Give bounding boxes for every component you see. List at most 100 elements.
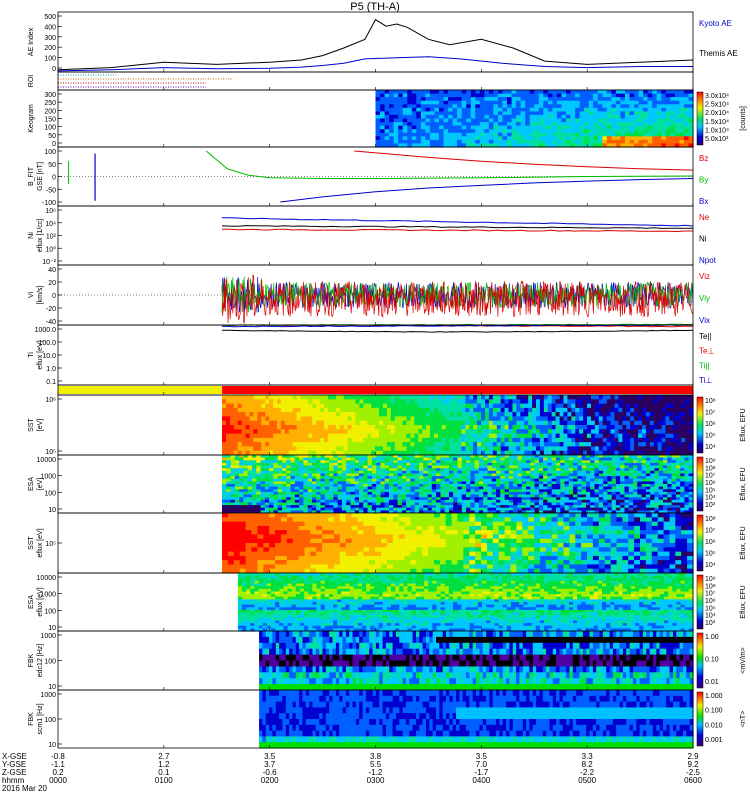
- esa1-cell: [410, 455, 416, 459]
- sst1-cell: [677, 407, 682, 413]
- sst1-cell: [614, 450, 619, 456]
- sst1-cell: [367, 395, 372, 400]
- keogram-cell: [461, 139, 467, 145]
- esa1-cell: [508, 491, 514, 496]
- sst1-cell: [653, 433, 659, 439]
- sst1-cell: [543, 399, 549, 405]
- sst1-cell: [430, 429, 435, 435]
- sst1-cell: [229, 420, 235, 426]
- sst1-cell: [539, 442, 545, 447]
- keogram-ytick-label: 150: [44, 117, 56, 124]
- esa1-cell: [466, 457, 471, 461]
- sst1-cell: [312, 429, 317, 435]
- sst1-cell: [543, 446, 549, 452]
- esa1-cell: [346, 486, 352, 490]
- sst1-cell: [249, 450, 254, 456]
- keogram-cell: [611, 122, 617, 127]
- esa1-cell: [389, 486, 394, 490]
- esa1-cell: [389, 470, 394, 474]
- esa1-cell: [457, 457, 463, 461]
- sst1-cell: [386, 416, 392, 422]
- esa1-cell: [282, 489, 287, 493]
- sst1-cell: [606, 395, 612, 400]
- esa1-cell: [312, 510, 317, 514]
- sst1-cell: [359, 442, 364, 447]
- keogram-cell: [479, 118, 485, 123]
- esa1-cell: [316, 468, 322, 472]
- keogram-cell: [475, 104, 481, 109]
- esa1-cell: [543, 502, 548, 506]
- keogram-cell: [484, 132, 490, 137]
- sst1-cell: [677, 437, 682, 443]
- esa1-cell: [264, 494, 270, 498]
- sst1-cell: [441, 437, 447, 443]
- sst1-cell: [661, 403, 667, 409]
- esa1-cell: [230, 473, 236, 477]
- sst1-cell: [481, 446, 486, 452]
- keogram-cell: [411, 111, 417, 116]
- sst1-cell: [280, 450, 286, 456]
- keogram-cell: [552, 139, 558, 145]
- keogram-cell: [679, 132, 685, 137]
- keogram-cell: [679, 107, 685, 112]
- sst1-cell: [351, 442, 357, 447]
- esa1-cell: [234, 489, 240, 493]
- esa1-cell: [376, 468, 382, 472]
- esa1-cell: [478, 457, 484, 461]
- esa1-cell: [260, 457, 266, 461]
- keogram-cell: [597, 93, 603, 98]
- sst1-cell: [591, 407, 596, 413]
- keogram-cell: [674, 118, 680, 123]
- sst1-cell: [551, 395, 557, 400]
- sst1-cell: [398, 403, 404, 409]
- esa1-cell: [564, 499, 570, 503]
- keogram-cell: [561, 100, 567, 105]
- keogram-cell: [602, 114, 608, 120]
- sst1-cell: [284, 446, 290, 452]
- keogram-cell: [398, 107, 404, 112]
- keogram-cell: [389, 132, 395, 137]
- esa1-cell: [530, 481, 536, 485]
- esa1-cell: [436, 473, 441, 477]
- esa1-cell: [329, 484, 334, 488]
- sst1-cell: [300, 442, 305, 447]
- sst1-cell: [324, 420, 329, 426]
- vi-ytick-label: 40: [48, 267, 56, 274]
- keogram-cell: [629, 125, 635, 130]
- esa1-cell: [603, 502, 608, 506]
- sst1-cell: [277, 395, 282, 400]
- esa1-cell: [367, 457, 373, 461]
- sst1-cell: [622, 446, 627, 452]
- keogram-cell: [402, 114, 408, 120]
- keogram-cell: [389, 129, 395, 134]
- keogram-cell: [543, 93, 549, 98]
- sst1-cell: [437, 420, 443, 426]
- keogram-cell: [389, 111, 395, 116]
- esa1-cell: [269, 499, 274, 503]
- esa1-cell: [397, 502, 403, 506]
- sst1-cell: [363, 429, 368, 435]
- esa1-cell: [444, 494, 450, 498]
- esa1-cell: [329, 468, 334, 472]
- sst1-cell: [359, 433, 364, 439]
- keogram-cell: [570, 143, 576, 148]
- esa1-cell: [526, 505, 531, 509]
- esa1-cell: [427, 470, 433, 474]
- keogram-cell: [625, 107, 631, 112]
- sst1-cell: [504, 395, 510, 400]
- keogram-cell: [511, 90, 517, 95]
- sst1-cell: [602, 407, 608, 413]
- sst1-cell: [669, 446, 674, 452]
- esa1-cell: [380, 470, 386, 474]
- esa1-cell: [603, 462, 608, 467]
- esa1-cell: [410, 476, 416, 480]
- esa1-cell: [586, 502, 591, 506]
- esa1-cell: [256, 476, 262, 480]
- sst1-cell: [626, 395, 631, 400]
- sst1-cell: [626, 429, 631, 435]
- esa1-cell: [543, 497, 548, 501]
- esa1-cell: [260, 481, 266, 485]
- esa1-cell: [453, 497, 459, 501]
- esa1-cell: [230, 505, 236, 509]
- esa1-cell: [354, 499, 360, 503]
